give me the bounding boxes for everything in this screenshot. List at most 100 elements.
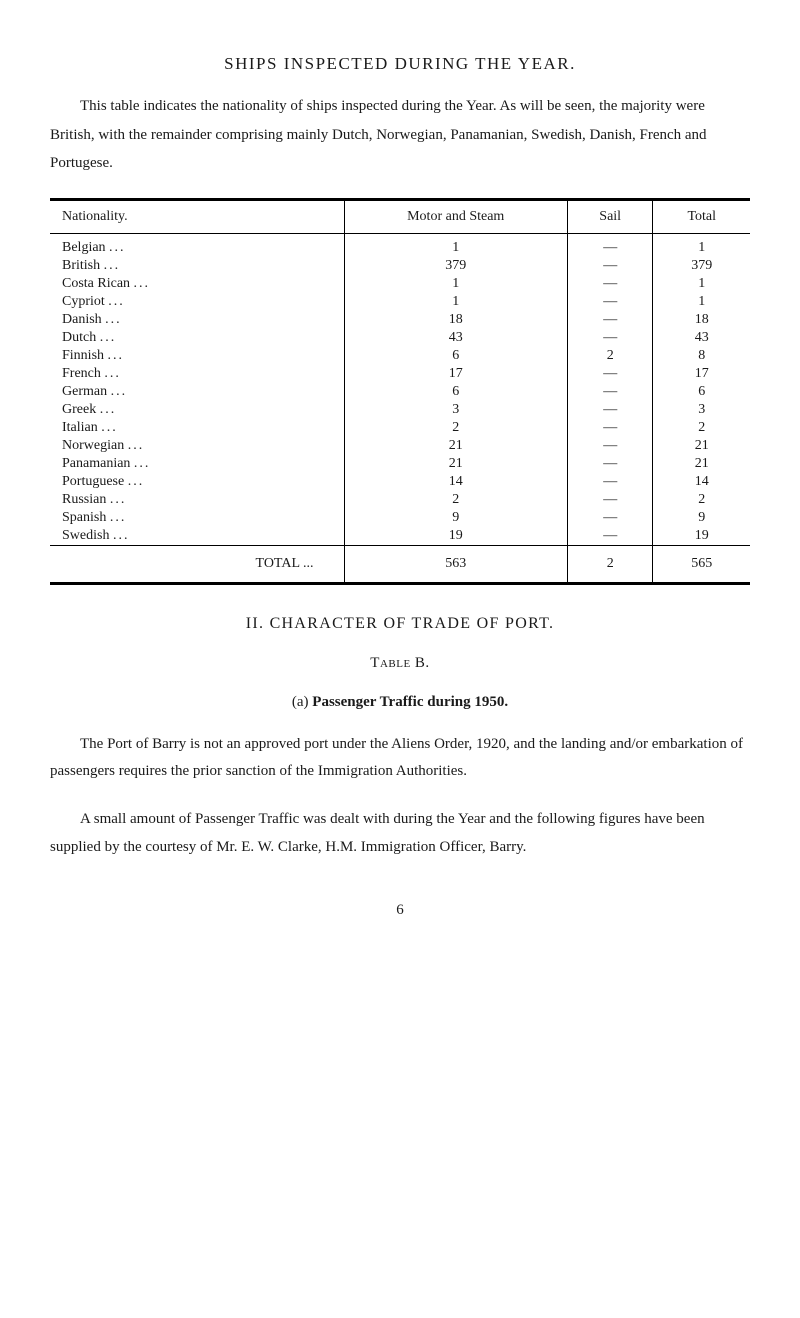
- col-motor: Motor and Steam: [344, 201, 567, 234]
- table-row: Panamanian ...21—21: [50, 455, 750, 473]
- sail-cell: —: [567, 509, 653, 527]
- total-cell: 1: [653, 233, 750, 257]
- nationality-cell: Spanish ...: [50, 509, 344, 527]
- total-motor: 563: [344, 545, 567, 582]
- table-row: Portuguese ...14—14: [50, 473, 750, 491]
- sail-cell: —: [567, 437, 653, 455]
- motor-cell: 2: [344, 419, 567, 437]
- total-cell: 14: [653, 473, 750, 491]
- total-label: TOTAL ...: [50, 545, 344, 582]
- nationality-cell: British ...: [50, 257, 344, 275]
- total-cell: 1: [653, 275, 750, 293]
- table-b-label: Table B.: [50, 655, 750, 672]
- sail-cell: 2: [567, 347, 653, 365]
- nationality-cell: Panamanian ...: [50, 455, 344, 473]
- motor-cell: 18: [344, 311, 567, 329]
- nationality-cell: Danish ...: [50, 311, 344, 329]
- motor-cell: 19: [344, 527, 567, 546]
- total-cell: 21: [653, 437, 750, 455]
- table-row: Cypriot ...1—1: [50, 293, 750, 311]
- total-cell: 2: [653, 419, 750, 437]
- page-number: 6: [50, 902, 750, 919]
- sub-prefix: (a): [292, 694, 312, 710]
- table-row: German ...6—6: [50, 383, 750, 401]
- sub-bold: Passenger Traffic during 1950.: [312, 694, 508, 710]
- nationality-cell: Belgian ...: [50, 233, 344, 257]
- para-1: The Port of Barry is not an approved por…: [50, 731, 750, 787]
- sail-cell: —: [567, 275, 653, 293]
- subheading-a: (a) Passenger Traffic during 1950.: [50, 694, 750, 711]
- table-row: Swedish ...19—19: [50, 527, 750, 546]
- table-row: Belgian ...1—1: [50, 233, 750, 257]
- total-sail: 2: [567, 545, 653, 582]
- total-cell: 19: [653, 527, 750, 546]
- table-row: Finnish ...628: [50, 347, 750, 365]
- total-cell: 9: [653, 509, 750, 527]
- table-row: French ...17—17: [50, 365, 750, 383]
- table-row: Costa Rican ...1—1: [50, 275, 750, 293]
- total-cell: 8: [653, 347, 750, 365]
- sail-cell: —: [567, 257, 653, 275]
- table-row: Danish ...18—18: [50, 311, 750, 329]
- table-row: Norwegian ...21—21: [50, 437, 750, 455]
- sail-cell: —: [567, 401, 653, 419]
- motor-cell: 14: [344, 473, 567, 491]
- col-nationality: Nationality.: [50, 201, 344, 234]
- sail-cell: —: [567, 455, 653, 473]
- total-cell: 18: [653, 311, 750, 329]
- nationality-cell: Finnish ...: [50, 347, 344, 365]
- nationality-cell: Italian ...: [50, 419, 344, 437]
- ships-table: Nationality. Motor and Steam Sail Total …: [50, 201, 750, 582]
- total-cell: 21: [653, 455, 750, 473]
- motor-cell: 43: [344, 329, 567, 347]
- motor-cell: 1: [344, 275, 567, 293]
- ships-table-wrapper: Nationality. Motor and Steam Sail Total …: [50, 198, 750, 585]
- sail-cell: —: [567, 419, 653, 437]
- motor-cell: 17: [344, 365, 567, 383]
- total-cell: 6: [653, 383, 750, 401]
- motor-cell: 6: [344, 347, 567, 365]
- nationality-cell: Swedish ...: [50, 527, 344, 546]
- motor-cell: 9: [344, 509, 567, 527]
- nationality-cell: Norwegian ...: [50, 437, 344, 455]
- total-cell: 1: [653, 293, 750, 311]
- total-cell: 379: [653, 257, 750, 275]
- sail-cell: —: [567, 527, 653, 546]
- nationality-cell: Portuguese ...: [50, 473, 344, 491]
- col-sail: Sail: [567, 201, 653, 234]
- nationality-cell: German ...: [50, 383, 344, 401]
- sail-cell: —: [567, 383, 653, 401]
- nationality-cell: Cypriot ...: [50, 293, 344, 311]
- total-cell: 3: [653, 401, 750, 419]
- main-heading: SHIPS INSPECTED DURING THE YEAR.: [50, 54, 750, 74]
- table-row: British ...379—379: [50, 257, 750, 275]
- motor-cell: 21: [344, 437, 567, 455]
- motor-cell: 1: [344, 293, 567, 311]
- total-cell: 17: [653, 365, 750, 383]
- section2-heading: II. CHARACTER OF TRADE OF PORT.: [50, 615, 750, 633]
- nationality-cell: French ...: [50, 365, 344, 383]
- total-cell: 2: [653, 491, 750, 509]
- para-2: A small amount of Passenger Traffic was …: [50, 806, 750, 862]
- nationality-cell: Russian ...: [50, 491, 344, 509]
- total-total: 565: [653, 545, 750, 582]
- table-row: Greek ...3—3: [50, 401, 750, 419]
- sail-cell: —: [567, 293, 653, 311]
- motor-cell: 21: [344, 455, 567, 473]
- intro-paragraph: This table indicates the nationality of …: [50, 92, 750, 178]
- total-cell: 43: [653, 329, 750, 347]
- sail-cell: —: [567, 311, 653, 329]
- motor-cell: 1: [344, 233, 567, 257]
- table-row: Russian ...2—2: [50, 491, 750, 509]
- motor-cell: 6: [344, 383, 567, 401]
- table-row: Spanish ...9—9: [50, 509, 750, 527]
- nationality-cell: Costa Rican ...: [50, 275, 344, 293]
- motor-cell: 2: [344, 491, 567, 509]
- nationality-cell: Dutch ...: [50, 329, 344, 347]
- motor-cell: 3: [344, 401, 567, 419]
- table-row: Dutch ...43—43: [50, 329, 750, 347]
- sail-cell: —: [567, 473, 653, 491]
- nationality-cell: Greek ...: [50, 401, 344, 419]
- col-total: Total: [653, 201, 750, 234]
- table-row: Italian ...2—2: [50, 419, 750, 437]
